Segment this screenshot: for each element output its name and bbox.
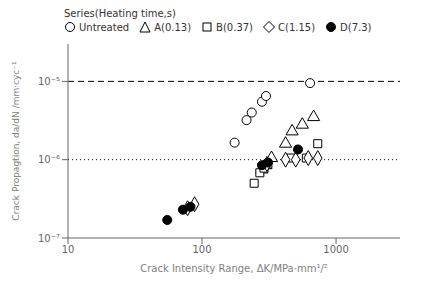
svg-text:10⁻⁶: 10⁻⁶ <box>38 154 60 165</box>
html-text:Series(Heating time,s): Series(Heating time,s) <box>64 8 176 19</box>
svg-text:Crack Intensity Range, ΔK/MPa·: Crack Intensity Range, ΔK/MPa·mm¹/² <box>140 263 328 274</box>
html-text:A(0.13): A(0.13) <box>154 21 192 33</box>
svg-text:10⁻⁵: 10⁻⁵ <box>38 76 60 87</box>
html-text:C(1.15): C(1.15) <box>278 21 316 33</box>
svg-text:10⁻⁷: 10⁻⁷ <box>38 233 60 244</box>
html-text:D(7.3): D(7.3) <box>340 21 372 33</box>
svg-text:10: 10 <box>62 244 75 255</box>
svg-text:1000: 1000 <box>323 244 348 255</box>
svg-text:100: 100 <box>192 244 211 255</box>
svg-text:Crack Propagtion, da/dN /mm·cy: Crack Propagtion, da/dN /mm·cyc⁻¹ <box>11 61 21 221</box>
html-text:Untreated: Untreated <box>79 21 130 33</box>
html-text:B(0.37): B(0.37) <box>216 21 253 33</box>
